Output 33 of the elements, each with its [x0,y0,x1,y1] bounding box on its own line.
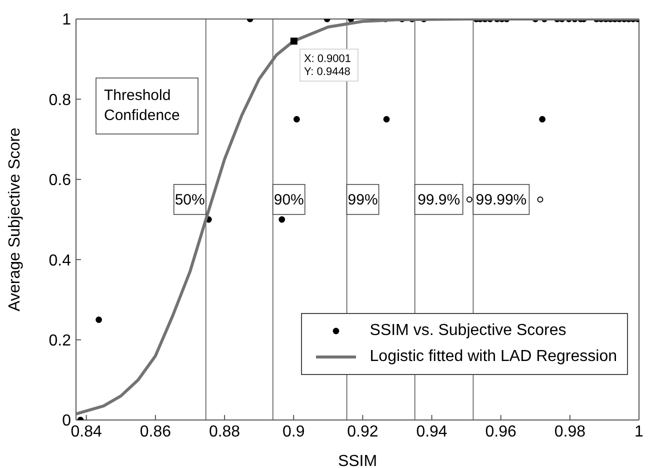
point [539,116,546,122]
y-tick-label: 0.6 [48,172,72,190]
legend-label: SSIM vs. Subjective Scores [370,322,566,340]
x-tick-label: 0.84 [70,423,102,440]
y-tick-label: 1 [62,12,72,29]
x-tick-label: 0.96 [485,423,517,440]
x-tick-label: 0.92 [347,423,378,440]
annotation: 90% [274,191,304,208]
annotation: X: 0.9001 Y: 0.9448 [304,53,352,78]
annotation: 99.99% [476,191,527,208]
point [466,196,472,202]
annotation: 99.9% [418,191,460,208]
y-tick-label: 0 [62,412,72,430]
point [96,316,102,323]
x-tick-label: 0.86 [140,423,172,440]
point [278,216,286,223]
x-axis-title: SSIM [338,453,378,468]
y-tick-label: 0.2 [48,332,72,350]
annotation: 50% [174,191,205,208]
y-axis-title: Average Subjective Score [6,127,24,312]
x-tick-label: 1 [634,423,644,440]
annotation: 99% [348,191,378,208]
annotation: Threshold Confidence [104,87,180,124]
point [383,116,390,122]
legend-label: Logistic fitted with LAD Regression [370,348,617,366]
x-tick-label: 0.88 [208,423,240,440]
point [537,196,544,202]
y-tick-label: 0.4 [48,252,72,270]
point [294,116,300,122]
x-tick-label: 0.94 [416,423,448,440]
x-tick-label: 0.98 [554,423,586,440]
y-tick-label: 0.8 [48,92,72,109]
x-tick-label: 0.9 [282,423,305,440]
